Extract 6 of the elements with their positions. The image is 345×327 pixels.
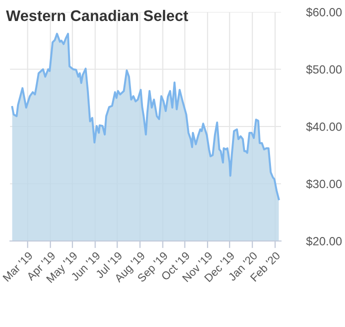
y-tick-label: $60.00 bbox=[306, 8, 342, 18]
chart-title: Western Canadian Select bbox=[6, 10, 188, 22]
y-tick-label: $50.00 bbox=[306, 64, 342, 74]
y-tick-label: $40.00 bbox=[306, 122, 342, 132]
y-tick-label: $30.00 bbox=[306, 179, 342, 189]
y-tick-label: $20.00 bbox=[306, 236, 342, 246]
